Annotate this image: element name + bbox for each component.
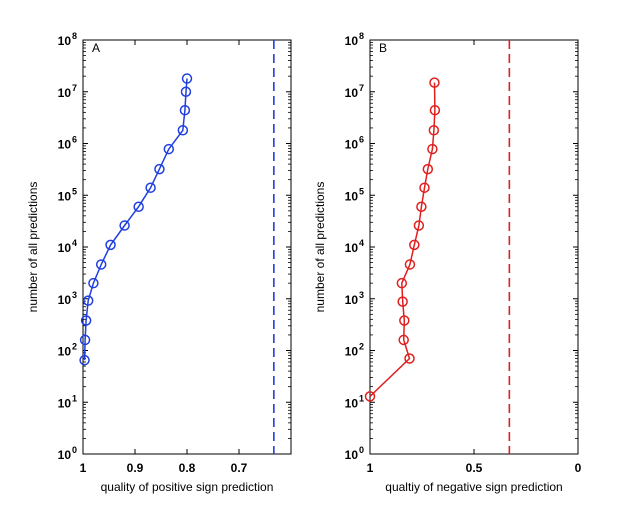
- data-point: [105, 239, 116, 251]
- data-point: [79, 354, 90, 366]
- y-tick-exponent: 7: [72, 83, 77, 93]
- y-tick-exponent: 0: [72, 445, 77, 455]
- panel-letter: A: [92, 41, 100, 55]
- data-point: [429, 77, 440, 88]
- data-point: [154, 163, 165, 175]
- panel-b: 10 010 110 210 310 410 510 610 710 81 0.5 0Bqualtiy…: [313, 31, 582, 494]
- x-axis-label: qualtiy of negative sign prediction: [385, 480, 562, 494]
- data-point: [398, 334, 409, 346]
- y-tick-label: 10: [345, 189, 359, 203]
- y-tick-exponent: 5: [72, 186, 77, 196]
- x-axis-label: quality of positive sign prediction: [101, 480, 274, 494]
- y-tick-exponent: 2: [359, 342, 364, 352]
- y-tick-label: 10: [345, 34, 359, 48]
- data-point: [419, 182, 430, 193]
- x-tick-label: 1: [80, 461, 87, 475]
- data-point: [416, 201, 427, 212]
- data-point: [428, 125, 440, 136]
- data-point: [429, 104, 441, 116]
- y-tick-label: 10: [58, 448, 72, 462]
- data-point: [177, 125, 189, 136]
- y-tick-label: 10: [58, 345, 72, 359]
- y-tick-label: 10: [345, 396, 359, 410]
- data-point: [95, 259, 107, 270]
- y-tick-exponent: 1: [72, 393, 77, 403]
- y-tick-exponent: 7: [359, 83, 364, 93]
- data-point: [404, 353, 415, 364]
- y-tick-label: 10: [58, 34, 72, 48]
- x-tick-label: 0.7: [231, 461, 248, 475]
- data-point: [181, 73, 193, 84]
- y-tick-label: 10: [58, 189, 72, 203]
- data-point: [133, 201, 144, 212]
- data-point: [427, 143, 438, 155]
- y-tick-exponent: 6: [359, 135, 364, 145]
- data-point: [88, 277, 99, 289]
- y-tick-label: 10: [345, 241, 359, 255]
- y-tick-exponent: 5: [359, 186, 364, 196]
- data-point: [82, 295, 94, 306]
- data-point: [364, 391, 376, 402]
- y-tick-label: 10: [345, 86, 359, 100]
- series-line: [369, 82, 436, 397]
- y-tick-exponent: 2: [72, 342, 77, 352]
- y-tick-label: 10: [58, 86, 72, 100]
- x-tick-label: 0: [575, 461, 582, 475]
- y-tick-exponent: 8: [359, 31, 364, 41]
- y-tick-exponent: 1: [359, 393, 364, 403]
- series-line: [83, 78, 188, 361]
- panel-a: 10 010 110 210 310 410 510 610 710 81 0.9 0.8 0.7Aqu…: [26, 31, 292, 494]
- data-point: [396, 277, 408, 289]
- y-axis-label: number of all predictions: [26, 182, 40, 313]
- y-tick-exponent: 3: [359, 290, 364, 300]
- y-tick-label: 10: [58, 396, 72, 410]
- axes-frame: [369, 39, 579, 455]
- data-point: [399, 315, 410, 326]
- y-tick-label: 10: [58, 241, 72, 255]
- data-point: [179, 104, 191, 116]
- y-tick-label: 10: [58, 293, 72, 307]
- data-point: [119, 220, 130, 231]
- y-tick-label: 10: [345, 448, 359, 462]
- y-tick-exponent: 0: [359, 445, 364, 455]
- y-axis-label: number of all predictions: [313, 182, 327, 313]
- x-tick-label: 0.5: [466, 461, 483, 475]
- x-tick-label: 0.9: [127, 461, 144, 475]
- y-tick-exponent: 8: [72, 31, 77, 41]
- y-tick-label: 10: [345, 345, 359, 359]
- data-point: [397, 296, 408, 307]
- x-tick-label: 1: [367, 461, 374, 475]
- x-tick-label: 0.8: [179, 461, 196, 475]
- data-point: [79, 334, 91, 346]
- data-point: [180, 86, 192, 97]
- data-point: [145, 182, 156, 193]
- y-tick-exponent: 4: [72, 238, 77, 248]
- data-point: [422, 163, 434, 175]
- data-point: [80, 315, 92, 326]
- data-point: [404, 259, 416, 270]
- y-tick-label: 10: [58, 138, 72, 152]
- y-tick-exponent: 3: [72, 290, 77, 300]
- data-point: [413, 220, 425, 231]
- data-point: [163, 143, 175, 155]
- y-tick-exponent: 6: [72, 135, 77, 145]
- y-tick-label: 10: [345, 138, 359, 152]
- y-tick-exponent: 4: [359, 238, 364, 248]
- panel-letter: B: [379, 41, 387, 55]
- y-tick-label: 10: [345, 293, 359, 307]
- data-point: [409, 239, 420, 251]
